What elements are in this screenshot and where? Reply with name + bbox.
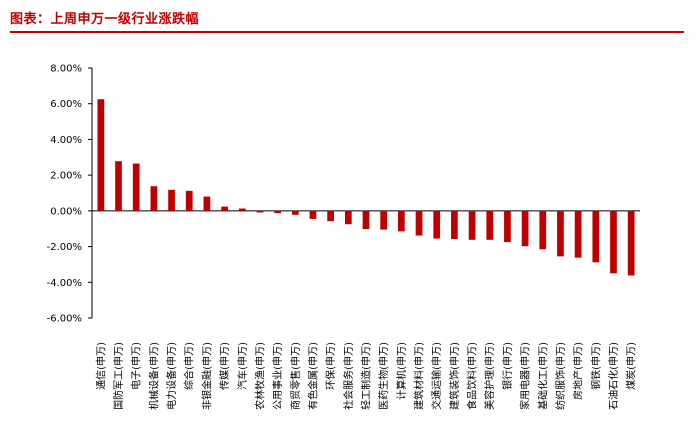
category-label: 有色金属(申万) [306, 342, 319, 410]
y-tick-label: 4.00% [50, 135, 82, 146]
chart-title: 图表：上周申万一级行业涨跌幅 [10, 12, 200, 27]
bar [504, 210, 511, 243]
bar [415, 210, 423, 236]
category-label: 纺织服饰(申万) [554, 342, 567, 410]
bar [185, 190, 193, 211]
y-tick-label: 2.00% [50, 171, 82, 182]
category-label: 煤炭(申万) [625, 342, 638, 390]
y-tick-label: -6.00% [47, 314, 82, 325]
category-label: 食品饮料(申万) [466, 342, 479, 410]
bar [203, 196, 211, 211]
bar [344, 210, 352, 225]
bar [256, 210, 264, 213]
category-label: 轻工制造(申万) [360, 342, 373, 410]
bar [592, 210, 600, 263]
bar [309, 210, 317, 219]
bar [380, 210, 388, 230]
bar [486, 210, 494, 240]
bar [627, 210, 635, 276]
category-label: 农林牧渔(申万) [253, 342, 266, 410]
title-divider [10, 31, 684, 33]
category-label: 石油石化(申万) [607, 342, 620, 410]
y-tick-label: -2.00% [47, 242, 82, 253]
category-label: 电力设备(申万) [165, 342, 178, 410]
bar [221, 206, 228, 211]
category-label: 建筑装饰(申万) [448, 342, 461, 410]
category-label: 家用电器(申万) [519, 342, 532, 410]
bar [433, 210, 441, 239]
y-tick-label: 6.00% [50, 99, 82, 110]
category-label: 银行(申万) [501, 342, 514, 390]
category-label: 通信(申万) [94, 342, 107, 390]
y-tick-label: 0.00% [50, 206, 82, 217]
bar [238, 208, 246, 211]
category-label: 综合(申万) [183, 342, 196, 390]
bar [539, 210, 547, 250]
bar [397, 210, 405, 232]
category-label: 汽车(申万) [236, 342, 249, 390]
category-label: 机械设备(申万) [147, 342, 160, 410]
y-tick-label: 8.00% [50, 64, 82, 75]
category-label: 基础化工(申万) [536, 342, 549, 410]
category-label: 社会服务(申万) [342, 342, 355, 410]
bar [327, 210, 335, 222]
category-label: 电子(申万) [130, 342, 143, 390]
bar [521, 210, 529, 247]
bar [468, 210, 476, 240]
bar [574, 210, 582, 258]
category-label: 美容护理(申万) [483, 342, 496, 410]
bar [115, 161, 122, 211]
category-label: 传媒(申万) [218, 342, 231, 390]
category-label: 房地产(申万) [572, 342, 585, 400]
bar [451, 210, 458, 240]
bar [132, 163, 140, 211]
category-label: 交通运输(申万) [430, 342, 443, 410]
bar [150, 186, 158, 211]
bar [274, 210, 281, 214]
category-label: 国防军工(申万) [112, 342, 125, 410]
bar [291, 210, 299, 215]
category-label: 医药生物(申万) [377, 342, 390, 410]
category-label: 计算机(申万) [395, 342, 408, 400]
bar [557, 210, 564, 257]
category-label: 非银金融(申万) [200, 342, 213, 410]
bar [610, 210, 617, 274]
category-label: 环保(申万) [324, 342, 337, 390]
category-label: 公用事业(申万) [271, 342, 284, 410]
bar [362, 210, 370, 230]
category-label: 钢铁(申万) [589, 342, 602, 390]
bar [97, 99, 105, 211]
category-label: 建筑材料(申万) [413, 342, 426, 410]
category-label: 商贸零售(申万) [289, 342, 302, 410]
y-tick-label: -4.00% [47, 278, 82, 289]
bar [168, 189, 175, 211]
